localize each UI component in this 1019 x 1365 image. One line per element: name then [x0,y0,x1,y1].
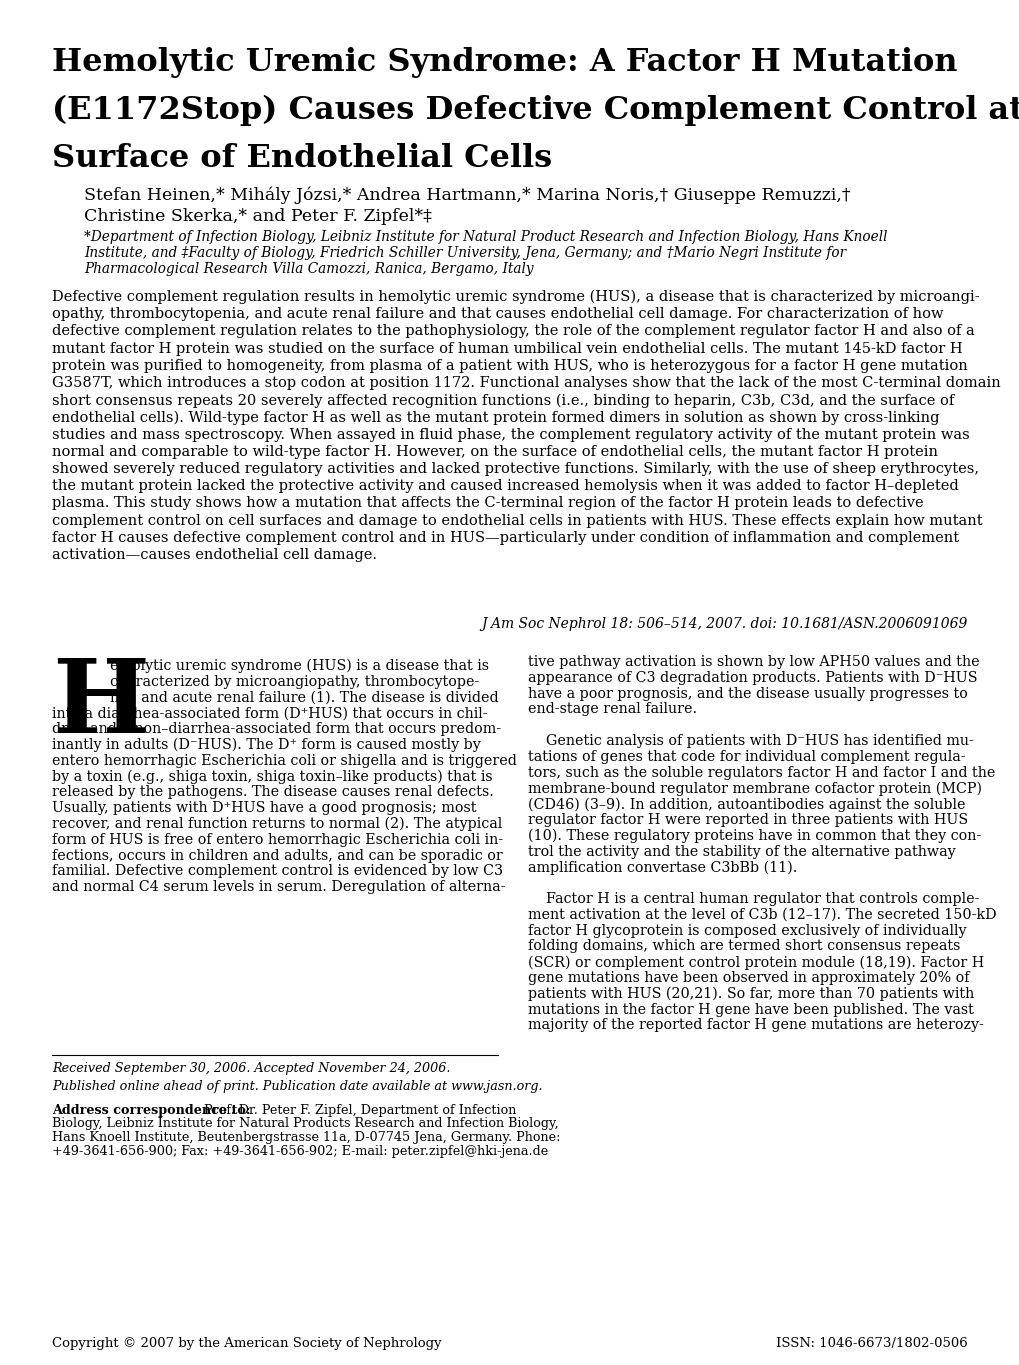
Text: folding domains, which are termed short consensus repeats: folding domains, which are termed short … [528,939,960,953]
Text: complement control on cell surfaces and damage to endothelial cells in patients : complement control on cell surfaces and … [52,513,981,528]
Text: and normal C4 serum levels in serum. Deregulation of alterna-: and normal C4 serum levels in serum. Der… [52,880,505,894]
Text: released by the pathogens. The disease causes renal defects.: released by the pathogens. The disease c… [52,785,493,800]
Text: +49-3641-656-900; Fax: +49-3641-656-902; E-mail: peter.zipfel@hki-jena.de: +49-3641-656-900; Fax: +49-3641-656-902;… [52,1144,548,1158]
Text: amplification convertase C3bBb (11).: amplification convertase C3bBb (11). [528,860,797,875]
Text: regulator factor H were reported in three patients with HUS: regulator factor H were reported in thre… [528,814,967,827]
Text: short consensus repeats 20 severely affected recognition functions (i.e., bindin: short consensus repeats 20 severely affe… [52,393,954,408]
Text: inantly in adults (D⁻HUS). The D⁺ form is caused mostly by: inantly in adults (D⁻HUS). The D⁺ form i… [52,738,480,752]
Text: (SCR) or complement control protein module (18,19). Factor H: (SCR) or complement control protein modu… [528,955,983,969]
Text: J Am Soc Nephrol 18: 506–514, 2007. doi: 10.1681/ASN.2006091069: J Am Soc Nephrol 18: 506–514, 2007. doi:… [481,617,967,631]
Text: membrane-bound regulator membrane cofactor protein (MCP): membrane-bound regulator membrane cofact… [528,781,981,796]
Text: Stefan Heinen,* Mihály Józsi,* Andrea Hartmann,* Marina Noris,† Giuseppe Remuzzi: Stefan Heinen,* Mihály Józsi,* Andrea Ha… [84,187,850,205]
Text: (10). These regulatory proteins have in common that they con-: (10). These regulatory proteins have in … [528,829,980,844]
Text: H: H [52,655,149,753]
Text: Factor H is a central human regulator that controls comple-: Factor H is a central human regulator th… [528,891,978,906]
Text: fections, occurs in children and adults, and can be sporadic or: fections, occurs in children and adults,… [52,849,502,863]
Text: end-stage renal failure.: end-stage renal failure. [528,703,696,717]
Text: majority of the reported factor H gene mutations are heterozy-: majority of the reported factor H gene m… [528,1018,983,1032]
Text: familial. Defective complement control is evidenced by low C3: familial. Defective complement control i… [52,864,502,879]
Text: plasma. This study shows how a mutation that affects the C-terminal region of th: plasma. This study shows how a mutation … [52,497,923,511]
Text: Defective complement regulation results in hemolytic uremic syndrome (HUS), a di: Defective complement regulation results … [52,289,978,304]
Text: gene mutations have been observed in approximately 20% of: gene mutations have been observed in app… [528,971,968,986]
Text: showed severely reduced regulatory activities and lacked protective functions. S: showed severely reduced regulatory activ… [52,461,978,476]
Text: (CD46) (3–9). In addition, autoantibodies against the soluble: (CD46) (3–9). In addition, autoantibodie… [528,797,965,812]
Text: Surface of Endothelial Cells: Surface of Endothelial Cells [52,143,551,173]
Text: Genetic analysis of patients with D⁻HUS has identified mu-: Genetic analysis of patients with D⁻HUS … [528,734,973,748]
Text: appearance of C3 degradation products. Patients with D⁻HUS: appearance of C3 degradation products. P… [528,670,976,685]
Text: mutant factor H protein was studied on the surface of human umbilical vein endot: mutant factor H protein was studied on t… [52,341,962,356]
Text: ISSN: 1046-6673/1802-0506: ISSN: 1046-6673/1802-0506 [775,1336,967,1350]
Text: tive pathway activation is shown by low APH50 values and the: tive pathway activation is shown by low … [528,655,978,669]
Text: activation—causes endothelial cell damage.: activation—causes endothelial cell damag… [52,547,377,562]
Text: Received September 30, 2006. Accepted November 24, 2006.: Received September 30, 2006. Accepted No… [52,1062,450,1076]
Text: characterized by microangiopathy, thrombocytope-: characterized by microangiopathy, thromb… [110,674,479,689]
Text: nia, and acute renal failure (1). The disease is divided: nia, and acute renal failure (1). The di… [110,691,498,704]
Text: Christine Skerka,* and Peter F. Zipfel*‡: Christine Skerka,* and Peter F. Zipfel*‡ [84,207,431,225]
Text: endothelial cells). Wild-type factor H as well as the mutant protein formed dime: endothelial cells). Wild-type factor H a… [52,411,938,425]
Text: protein was purified to homogeneity, from plasma of a patient with HUS, who is h: protein was purified to homogeneity, fro… [52,359,967,373]
Text: into a diarrhea-associated form (D⁺HUS) that occurs in chil-: into a diarrhea-associated form (D⁺HUS) … [52,707,487,721]
Text: ment activation at the level of C3b (12–17). The secreted 150-kD: ment activation at the level of C3b (12–… [528,908,996,921]
Text: the mutant protein lacked the protective activity and caused increased hemolysis: the mutant protein lacked the protective… [52,479,958,493]
Text: normal and comparable to wild-type factor H. However, on the surface of endothel: normal and comparable to wild-type facto… [52,445,937,459]
Text: studies and mass spectroscopy. When assayed in fluid phase, the complement regul: studies and mass spectroscopy. When assa… [52,427,969,442]
Text: Copyright © 2007 by the American Society of Nephrology: Copyright © 2007 by the American Society… [52,1336,441,1350]
Text: Hans Knoell Institute, Beutenbergstrasse 11a, D-07745 Jena, Germany. Phone:: Hans Knoell Institute, Beutenbergstrasse… [52,1132,560,1144]
Text: Biology, Leibniz Institute for Natural Products Research and Infection Biology,: Biology, Leibniz Institute for Natural P… [52,1118,558,1130]
Text: by a toxin (e.g., shiga toxin, shiga toxin–like products) that is: by a toxin (e.g., shiga toxin, shiga tox… [52,770,492,784]
Text: tors, such as the soluble regulators factor H and factor I and the: tors, such as the soluble regulators fac… [528,766,995,779]
Text: tations of genes that code for individual complement regula-: tations of genes that code for individua… [528,749,965,764]
Text: patients with HUS (20,21). So far, more than 70 patients with: patients with HUS (20,21). So far, more … [528,987,973,1001]
Text: form of HUS is free of entero hemorrhagic Escherichia coli in-: form of HUS is free of entero hemorrhagi… [52,833,502,846]
Text: entero hemorrhagic Escherichia coli or shigella and is triggered: entero hemorrhagic Escherichia coli or s… [52,753,517,767]
Text: have a poor prognosis, and the disease usually progresses to: have a poor prognosis, and the disease u… [528,687,967,700]
Text: defective complement regulation relates to the pathophysiology, the role of the : defective complement regulation relates … [52,325,974,339]
Text: Usually, patients with D⁺HUS have a good prognosis; most: Usually, patients with D⁺HUS have a good… [52,801,476,815]
Text: emolytic uremic syndrome (HUS) is a disease that is: emolytic uremic syndrome (HUS) is a dise… [110,659,488,673]
Text: recover, and renal function returns to normal (2). The atypical: recover, and renal function returns to n… [52,818,501,831]
Text: Hemolytic Uremic Syndrome: A Factor H Mutation: Hemolytic Uremic Syndrome: A Factor H Mu… [52,46,957,78]
Text: dren and a non–diarrhea-associated form that occurs predom-: dren and a non–diarrhea-associated form … [52,722,500,736]
Text: G3587T, which introduces a stop codon at position 1172. Functional analyses show: G3587T, which introduces a stop codon at… [52,375,1000,390]
Text: factor H glycoprotein is composed exclusively of individually: factor H glycoprotein is composed exclus… [528,924,966,938]
Text: (E1172Stop) Causes Defective Complement Control at the: (E1172Stop) Causes Defective Complement … [52,96,1019,126]
Text: trol the activity and the stability of the alternative pathway: trol the activity and the stability of t… [528,845,955,859]
Text: Institute, and ‡Faculty of Biology, Friedrich Schiller University, Jena, Germany: Institute, and ‡Faculty of Biology, Frie… [84,246,846,259]
Text: opathy, thrombocytopenia, and acute renal failure and that causes endothelial ce: opathy, thrombocytopenia, and acute rena… [52,307,943,321]
Text: Prof. Dr. Peter F. Zipfel, Department of Infection: Prof. Dr. Peter F. Zipfel, Department of… [200,1104,516,1117]
Text: Address correspondence to:: Address correspondence to: [52,1104,251,1117]
Text: Published online ahead of print. Publication date available at www.jasn.org.: Published online ahead of print. Publica… [52,1080,542,1093]
Text: factor H causes defective complement control and in HUS—particularly under condi: factor H causes defective complement con… [52,531,958,545]
Text: Pharmacological Research Villa Camozzi, Ranica, Bergamo, Italy: Pharmacological Research Villa Camozzi, … [84,262,533,276]
Text: *Department of Infection Biology, Leibniz Institute for Natural Product Research: *Department of Infection Biology, Leibni… [84,229,887,244]
Text: mutations in the factor H gene have been published. The vast: mutations in the factor H gene have been… [528,1003,973,1017]
